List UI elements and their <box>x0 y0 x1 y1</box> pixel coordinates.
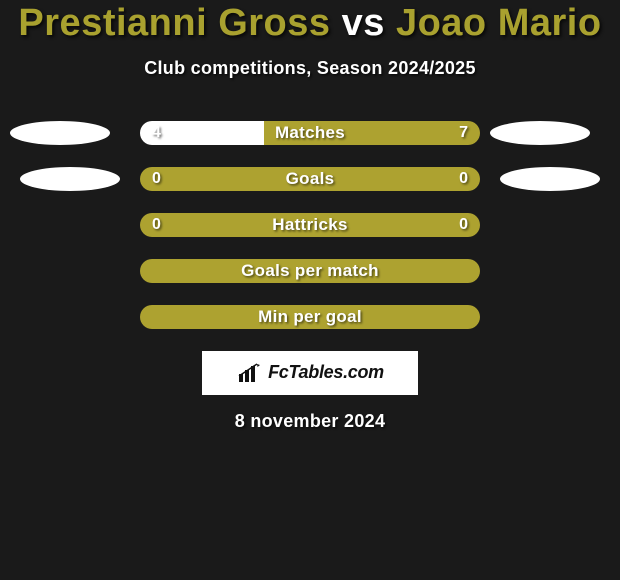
title-player2: Joao Mario <box>396 2 602 44</box>
page-title: Prestianni Gross vs Joao Mario <box>0 2 620 46</box>
title-player1: Prestianni Gross <box>18 2 330 44</box>
subtitle: Club competitions, Season 2024/2025 <box>0 58 620 79</box>
stat-bar-right-segment <box>310 305 480 329</box>
stat-bar-right-segment <box>310 213 480 237</box>
chart-icon <box>236 362 262 384</box>
logo-box: FcTables.com <box>202 351 418 395</box>
ellipse-right <box>490 121 590 145</box>
stat-bar-left-segment <box>140 259 310 283</box>
stat-bar <box>140 167 480 191</box>
ellipse-right <box>500 167 600 191</box>
stat-bar <box>140 213 480 237</box>
date-text: 8 november 2024 <box>0 411 620 432</box>
stat-bar <box>140 259 480 283</box>
stat-bar <box>140 305 480 329</box>
stat-bar-right-segment <box>310 167 480 191</box>
title-vs: vs <box>342 2 385 44</box>
stat-row: Goals per match <box>0 259 620 283</box>
stat-bar-left-segment <box>140 305 310 329</box>
stat-rows: 47Matches 00Goals 00Hattricks Goals per mat… <box>0 121 620 329</box>
stat-bar-right-segment <box>310 259 480 283</box>
stat-bar-right-segment <box>264 121 480 145</box>
stat-bar-left-segment <box>140 213 310 237</box>
stat-row: 00Goals <box>0 167 620 191</box>
stat-bar <box>140 121 480 145</box>
logo-text: FcTables.com <box>268 362 384 383</box>
comparison-infographic: Prestianni Gross vs Joao Mario Club comp… <box>0 0 620 580</box>
stat-row: Min per goal <box>0 305 620 329</box>
stat-row: 00Hattricks <box>0 213 620 237</box>
stat-bar-left-segment <box>140 121 264 145</box>
stat-row: 47Matches <box>0 121 620 145</box>
stat-bar-left-segment <box>140 167 310 191</box>
ellipse-left <box>10 121 110 145</box>
ellipse-left <box>20 167 120 191</box>
